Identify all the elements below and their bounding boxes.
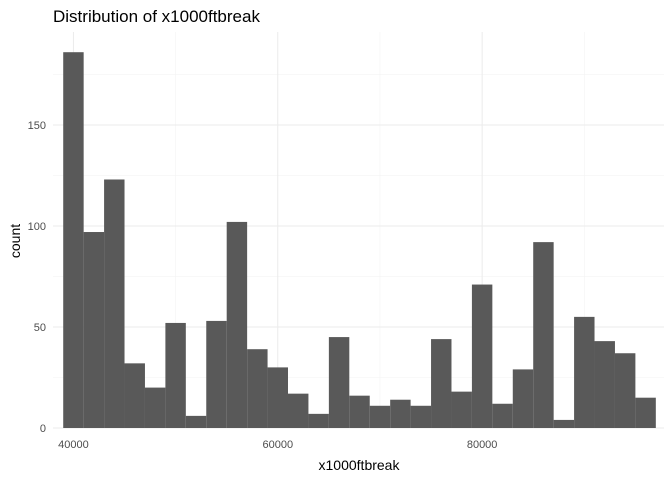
histogram-bar xyxy=(308,413,329,428)
histogram-bar xyxy=(328,337,350,428)
histogram-bar xyxy=(635,397,656,428)
chart-title: Distribution of x1000ftbreak xyxy=(53,7,260,26)
histogram-bar xyxy=(614,353,636,428)
x-tick-label: 80000 xyxy=(467,439,498,451)
histogram-bar xyxy=(206,320,227,428)
histogram-bar xyxy=(267,367,288,428)
histogram-bar xyxy=(144,387,166,428)
histogram-bar xyxy=(492,403,513,428)
histogram-bar xyxy=(165,322,186,428)
x-tick-label: 60000 xyxy=(262,439,293,451)
y-axis-ticks: 0 50 100 150 xyxy=(28,120,46,435)
histogram-bar xyxy=(410,405,432,428)
y-tick-label: 50 xyxy=(34,322,46,334)
histogram-bar xyxy=(574,316,595,428)
histogram-bar xyxy=(594,341,615,428)
x-axis-ticks: 40000 60000 80000 xyxy=(58,439,497,451)
histogram-bar xyxy=(390,399,411,428)
y-tick-label: 0 xyxy=(40,423,46,435)
histogram-bar xyxy=(63,52,84,429)
histogram-bar xyxy=(226,221,248,428)
histogram-bar xyxy=(349,395,370,428)
x-axis-title: x1000ftbreak xyxy=(319,457,401,473)
histogram-bar xyxy=(533,242,554,428)
y-tick-label: 100 xyxy=(28,221,46,233)
y-tick-label: 150 xyxy=(28,120,46,132)
histogram-bar xyxy=(185,415,207,428)
histogram-bar xyxy=(247,349,268,428)
histogram-bar xyxy=(83,232,105,428)
histogram-bar xyxy=(451,391,472,428)
bars xyxy=(63,52,656,429)
histogram-bar xyxy=(104,179,125,428)
histogram-bar xyxy=(553,419,575,428)
histogram-bar xyxy=(124,363,145,428)
histogram-bar xyxy=(288,393,309,428)
histogram-bar xyxy=(471,284,493,428)
histogram-bar xyxy=(512,369,534,428)
histogram-bar xyxy=(431,339,452,428)
x-tick-label: 40000 xyxy=(58,439,89,451)
histogram-bar xyxy=(369,405,391,428)
y-axis-title: count xyxy=(7,224,23,258)
